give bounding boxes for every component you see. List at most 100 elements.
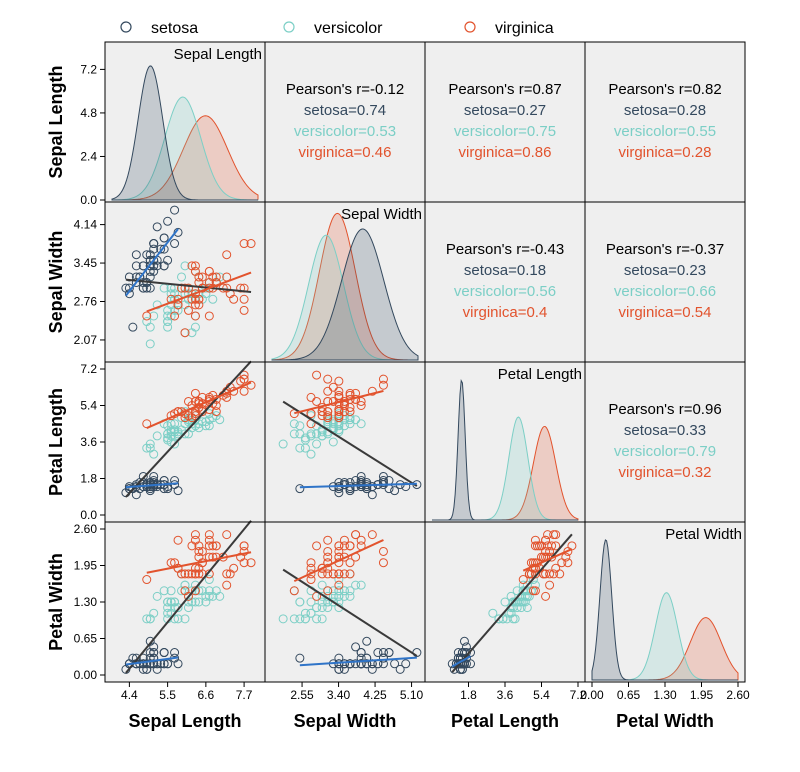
point-versicolor xyxy=(356,580,366,590)
tick-label: 1.95 xyxy=(74,559,98,573)
correlation-text: versicolor=0.56 xyxy=(454,283,556,300)
point-versicolor xyxy=(328,591,338,601)
density-setosa xyxy=(432,379,578,521)
point-virginica xyxy=(190,563,200,573)
point-virginica xyxy=(356,535,366,545)
point-setosa xyxy=(378,471,388,481)
point-virginica xyxy=(180,328,190,338)
point-setosa xyxy=(131,250,141,260)
point-versicolor xyxy=(328,419,338,429)
tick-label: 6.6 xyxy=(198,688,215,702)
correlation-text: virginica=0.32 xyxy=(619,464,712,481)
fit-line-setosa xyxy=(451,655,472,668)
left-axis-row-0: 0.0 2.4 4.8 7.2 Sepal Length xyxy=(46,62,105,207)
column-axis-title: Sepal Width xyxy=(294,711,397,731)
tick-label: 0.65 xyxy=(74,632,98,646)
point-versicolor xyxy=(180,261,190,271)
panel-0-2: Pearson's r=0.87 setosa=0.27 versicolor=0.… xyxy=(425,42,585,202)
panel-background xyxy=(265,362,425,522)
point-versicolor xyxy=(312,603,322,613)
point-virginica xyxy=(239,546,249,556)
point-versicolor xyxy=(152,431,162,441)
point-versicolor xyxy=(190,597,200,607)
point-setosa xyxy=(138,283,148,293)
point-virginica xyxy=(328,569,338,579)
point-versicolor xyxy=(518,586,528,596)
point-versicolor xyxy=(295,421,305,431)
point-versicolor xyxy=(152,591,162,601)
point-virginica xyxy=(173,300,183,310)
correlation-text: Pearson's r=-0.37 xyxy=(606,241,724,258)
point-virginica xyxy=(551,563,561,573)
point-setosa xyxy=(367,664,377,674)
point-versicolor xyxy=(170,597,180,607)
correlation-text: setosa=0.74 xyxy=(304,102,386,119)
tick-label: 2.60 xyxy=(726,688,750,702)
point-setosa xyxy=(163,216,173,226)
point-setosa xyxy=(156,244,166,254)
point-virginica xyxy=(187,541,197,551)
point-versicolor xyxy=(306,429,316,439)
tick-label: 5.4 xyxy=(80,399,97,413)
correlation-text: virginica=0.46 xyxy=(299,144,392,161)
tick-label: 5.5 xyxy=(159,688,176,702)
point-virginica xyxy=(183,569,193,579)
point-setosa xyxy=(373,648,383,658)
point-versicolor xyxy=(163,597,173,607)
point-versicolor xyxy=(345,591,355,601)
fit-line-all xyxy=(125,360,252,498)
point-virginica xyxy=(236,283,246,293)
fit-line-virginica xyxy=(146,271,252,313)
panel-0-3: Pearson's r=0.82 setosa=0.28 versicolor=0.… xyxy=(585,42,745,202)
legend-entry-versicolor: versicolor xyxy=(283,20,383,37)
bottom-axis-col-0: 4.4 5.5 6.6 7.7 Sepal Length xyxy=(121,682,253,731)
point-virginica xyxy=(204,530,214,540)
point-versicolor xyxy=(494,614,504,624)
point-virginica xyxy=(323,586,333,596)
panel-background xyxy=(425,42,585,202)
point-virginica xyxy=(543,530,553,540)
point-setosa xyxy=(159,233,169,243)
tick-label: 7.2 xyxy=(570,688,587,702)
point-virginica xyxy=(323,535,333,545)
correlation-text: virginica=0.86 xyxy=(459,144,552,161)
fit-line-setosa xyxy=(125,656,179,666)
point-virginica xyxy=(306,563,316,573)
point-virginica xyxy=(229,563,239,573)
tick-label: 2.07 xyxy=(74,333,98,347)
point-virginica xyxy=(222,530,232,540)
point-virginica xyxy=(537,541,546,551)
correlation-text: setosa=0.23 xyxy=(624,262,706,279)
row-axis-title: Petal Length xyxy=(46,388,66,496)
point-virginica xyxy=(378,374,388,384)
point-virginica xyxy=(518,575,528,585)
point-virginica xyxy=(194,272,204,282)
legend: setosa versicolor virginica xyxy=(120,20,554,37)
point-virginica xyxy=(323,569,333,579)
point-virginica xyxy=(334,546,344,556)
point-virginica xyxy=(317,563,327,573)
point-virginica xyxy=(323,407,333,417)
point-virginica xyxy=(334,580,344,590)
point-versicolor xyxy=(204,415,214,425)
tick-label: 4.8 xyxy=(80,106,97,120)
point-versicolor xyxy=(180,429,190,439)
tick-label: 7.2 xyxy=(80,362,97,376)
fit-line-all xyxy=(125,278,252,294)
point-virginica xyxy=(222,250,232,260)
point-virginica xyxy=(239,541,249,551)
point-versicolor xyxy=(328,597,338,607)
point-versicolor xyxy=(295,443,305,453)
point-virginica xyxy=(204,266,214,276)
point-virginica xyxy=(339,407,349,417)
point-setosa xyxy=(378,478,388,488)
point-versicolor xyxy=(145,439,155,449)
tick-label: 1.8 xyxy=(460,688,477,702)
point-virginica xyxy=(334,541,344,551)
point-virginica xyxy=(211,407,221,417)
panel-background xyxy=(105,42,265,202)
point-versicolor xyxy=(208,294,218,304)
point-virginica xyxy=(166,558,176,568)
correlation-text: Pearson's r=0.82 xyxy=(608,81,721,98)
point-virginica xyxy=(367,386,377,396)
